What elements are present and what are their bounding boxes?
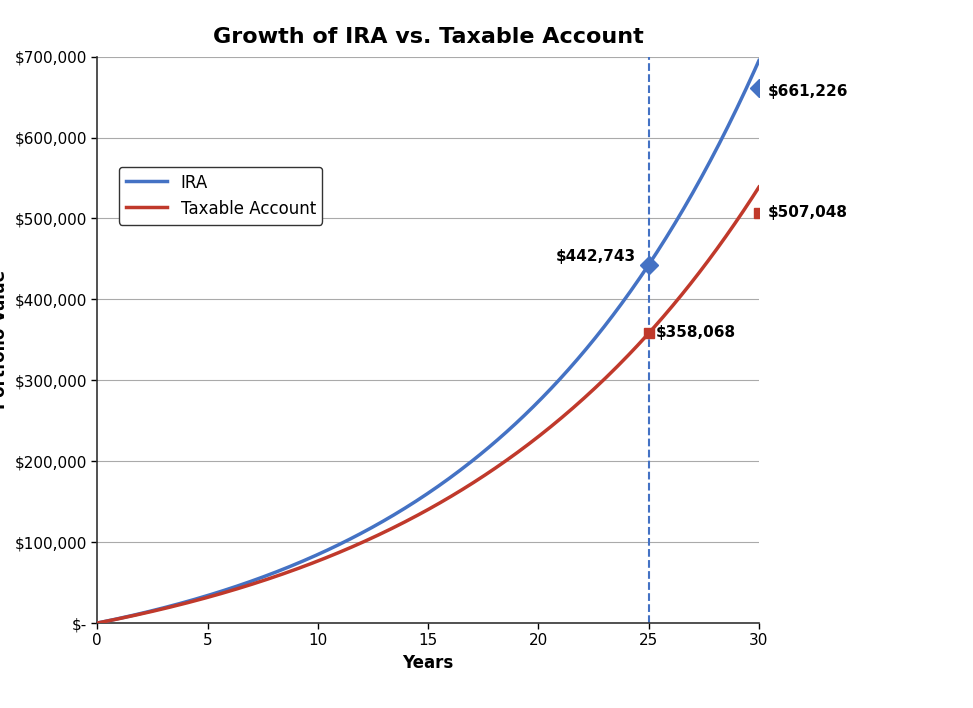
Text: $358,068: $358,068: [655, 326, 736, 341]
Line: Taxable Account: Taxable Account: [97, 187, 759, 623]
Legend: IRA, Taxable Account: IRA, Taxable Account: [119, 167, 322, 224]
Text: $661,226: $661,226: [768, 84, 848, 99]
Text: $507,048: $507,048: [768, 205, 847, 219]
Taxable Account: [496, 459, 508, 467]
IRA: [91, 619, 103, 627]
Title: Growth of IRA vs. Taxable Account: Growth of IRA vs. Taxable Account: [213, 27, 643, 47]
Taxable Account: [649, 322, 661, 331]
IRA: [486, 441, 497, 450]
IRA: [691, 181, 703, 190]
Line: IRA: IRA: [97, 60, 759, 623]
Text: $442,743: $442,743: [556, 249, 636, 264]
IRA: [496, 431, 508, 440]
Taxable Account: [486, 467, 497, 475]
Y-axis label: Portfolio Value: Portfolio Value: [0, 270, 9, 409]
Taxable Account: [753, 183, 765, 191]
IRA: [649, 251, 661, 260]
IRA: [93, 618, 105, 627]
Taxable Account: [691, 271, 703, 280]
IRA: [753, 56, 765, 64]
Taxable Account: [91, 619, 103, 627]
X-axis label: Years: Years: [403, 654, 453, 672]
Taxable Account: [484, 468, 495, 476]
Taxable Account: [93, 618, 105, 627]
IRA: [484, 443, 495, 452]
